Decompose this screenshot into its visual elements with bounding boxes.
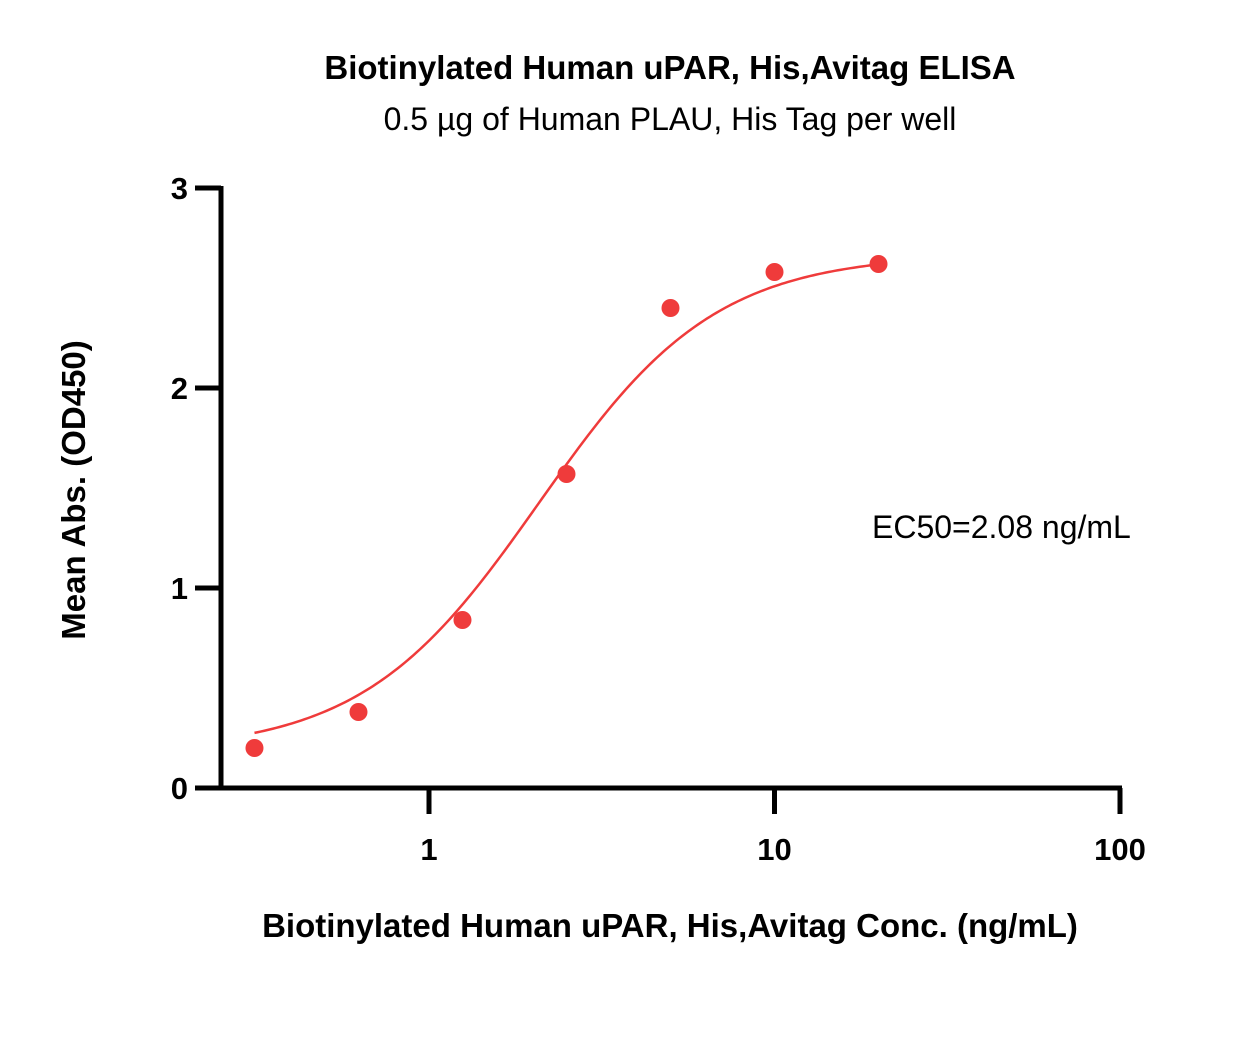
y-tick-label: 0 xyxy=(171,771,188,806)
chart-title: Biotinylated Human uPAR, His,Avitag ELIS… xyxy=(324,49,1015,86)
data-point xyxy=(765,263,784,281)
y-tick-label: 1 xyxy=(171,571,188,606)
data-point xyxy=(245,739,264,757)
x-axis-title: Biotinylated Human uPAR, His,Avitag Conc… xyxy=(262,907,1078,944)
x-tick-label: 1 xyxy=(420,832,437,867)
x-tick-label: 10 xyxy=(757,832,791,867)
data-point xyxy=(349,703,368,721)
data-point xyxy=(661,299,680,317)
data-point xyxy=(869,255,888,273)
y-tick-label: 3 xyxy=(171,171,188,206)
x-tick-label: 100 xyxy=(1094,832,1146,867)
ec50-annotation: EC50=2.08 ng/mL xyxy=(872,509,1131,545)
x-axis: 1 10 100 xyxy=(195,785,1146,867)
chart-subtitle: 0.5 µg of Human PLAU, His Tag per well xyxy=(384,101,957,137)
plot-area xyxy=(245,255,888,757)
data-point xyxy=(453,611,472,629)
y-axis-title: Mean Abs. (OD450) xyxy=(55,340,92,640)
y-tick-label: 2 xyxy=(171,371,188,406)
data-point xyxy=(557,465,576,483)
y-axis: 0 1 2 3 xyxy=(171,171,224,806)
fit-curve xyxy=(254,263,879,735)
